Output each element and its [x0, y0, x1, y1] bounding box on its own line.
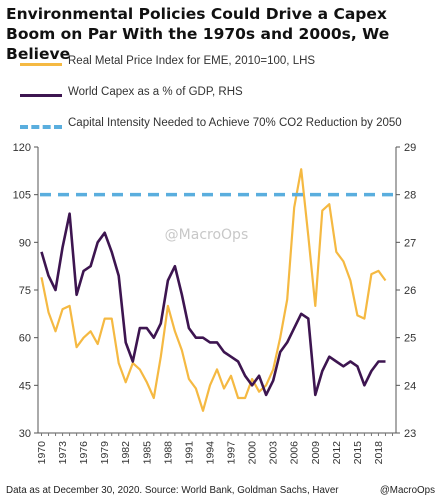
y-left-tick-label: 120	[13, 142, 31, 154]
x-tick-label: 1994	[204, 441, 216, 465]
y-left-tick-label: 45	[19, 380, 31, 392]
chart-legend: Real Metal Price Index for EME, 2010=100…	[14, 52, 439, 145]
x-tick-label: 1982	[120, 441, 132, 465]
y-right-tick-label: 23	[404, 428, 416, 440]
series-metal-price-line	[40, 168, 387, 412]
chart-title: Environmental Policies Could Drive a Cap…	[6, 5, 390, 63]
legend-label-world-capex: World Capex as a % of GDP, RHS	[68, 86, 243, 98]
y-right-tick-label: 29	[404, 142, 416, 154]
x-tick-label: 1970	[36, 441, 48, 465]
x-tick-label: 1997	[226, 441, 238, 465]
y-right-tick-label: 26	[404, 285, 416, 297]
legend-item-metal-price: Real Metal Price Index for EME, 2010=100…	[14, 52, 439, 83]
watermark: @MacroOps	[165, 227, 249, 243]
x-tick-label: 1985	[141, 441, 153, 465]
x-tick-label: 1988	[162, 441, 174, 465]
y-right-tick-label: 28	[404, 190, 416, 202]
x-tick-label: 2018	[373, 441, 385, 465]
x-tick-label: 2000	[247, 441, 259, 465]
y-left-tick-label: 105	[13, 190, 31, 202]
x-tick-label: 2009	[310, 441, 322, 465]
legend-item-world-capex: World Capex as a % of GDP, RHS	[14, 83, 439, 114]
y-left-tick-label: 30	[19, 428, 31, 440]
y-left-tick-label: 90	[19, 237, 31, 249]
y-left-tick-label: 60	[19, 333, 31, 345]
y-right-tick-label: 27	[404, 237, 416, 249]
legend-label-capital-intensity: Capital Intensity Needed to Achieve 70% …	[68, 117, 402, 129]
x-tick-label: 2003	[268, 441, 280, 465]
source-note: Data as at December 30, 2020. Source: Wo…	[6, 485, 339, 496]
x-tick-label: 1991	[183, 441, 195, 465]
y-right-tick-label: 24	[404, 380, 416, 392]
legend-item-capital-intensity: Capital Intensity Needed to Achieve 70% …	[14, 114, 439, 145]
x-tick-label: 2012	[331, 441, 343, 465]
legend-label-metal-price: Real Metal Price Index for EME, 2010=100…	[68, 55, 316, 67]
x-tick-label: 2015	[352, 441, 364, 465]
x-tick-label: 1976	[78, 441, 90, 465]
y-left-tick-label: 75	[19, 285, 31, 297]
legend-swatch-capital-intensity	[20, 125, 62, 129]
legend-swatch-metal-price	[20, 63, 62, 66]
legend-swatch-world-capex	[20, 94, 62, 97]
x-tick-label: 1979	[99, 441, 111, 465]
series-world-capex-line	[40, 212, 386, 397]
x-tick-label: 1973	[57, 441, 69, 465]
footer-handle: @MacroOps	[379, 485, 435, 496]
x-tick-label: 2006	[289, 441, 301, 465]
y-right-tick-label: 25	[404, 333, 416, 345]
